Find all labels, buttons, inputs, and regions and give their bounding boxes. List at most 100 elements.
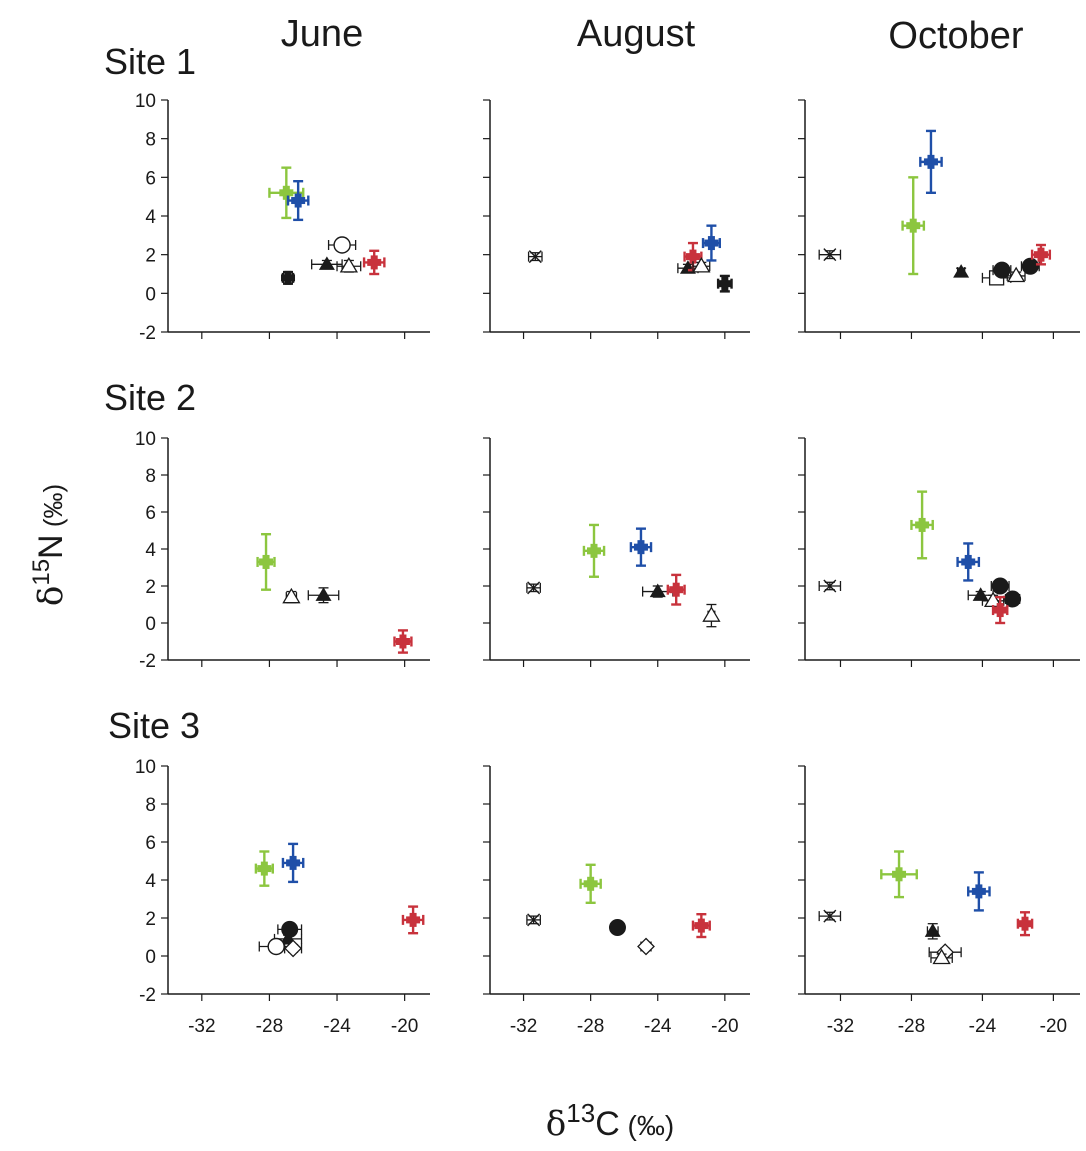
data-point-triangle_filled-black (924, 923, 941, 940)
x-tick-label: -24 (644, 1016, 672, 1037)
y-tick-label: 6 (145, 168, 156, 189)
x-tick-label: -28 (256, 1016, 283, 1037)
row-title-site-1: Site 1 (104, 41, 196, 82)
y-tick-label: 10 (135, 91, 156, 112)
data-point-plus-blue (956, 542, 981, 582)
y-tick-label: 2 (145, 909, 156, 930)
data-point-plus-red (991, 595, 1009, 625)
y-tick-label: 0 (145, 284, 156, 305)
y-tick-label: 0 (145, 614, 156, 635)
data-point-cross-black (526, 913, 541, 927)
data-point-plus-black (716, 274, 733, 293)
data-point-plus-green (582, 523, 606, 578)
panel-site-2-october (798, 437, 1080, 667)
y-tick-label: 6 (145, 503, 156, 524)
x-tick-label: -20 (1040, 1016, 1067, 1037)
data-point-circle_filled-black (1020, 257, 1040, 275)
data-point-triangle_open-black (930, 948, 953, 965)
data-point-plus-blue (967, 871, 991, 912)
y-tick-label: 4 (145, 540, 156, 561)
panel-site-1-june: -2 0 2 4 6 8 10 (135, 91, 430, 344)
data-point-diamond_open-black (283, 939, 303, 958)
data-point-plus-red (401, 905, 425, 935)
svg-text:δ13C (‰): δ13C (‰) (546, 1098, 674, 1144)
x-tick-label: -24 (323, 1016, 351, 1037)
data-point-plus-blue (919, 129, 943, 195)
data-point-plus-green (910, 490, 934, 560)
y-tick-label: -2 (139, 985, 156, 1006)
titles: June August October Site 1 Site 2 Site 3 (104, 13, 1024, 746)
data-point-plus-green (880, 850, 918, 899)
data-point-plus-red (666, 573, 686, 606)
data-point-plus-green (901, 176, 926, 276)
data-point-triangle_filled-black (307, 587, 340, 604)
y-tick-label: 4 (145, 207, 156, 228)
y-tick-label: 2 (145, 577, 156, 598)
data-point-plus-blue (701, 224, 722, 262)
column-title-june: June (281, 13, 363, 55)
x-tick-label: -32 (827, 1016, 854, 1037)
x-tick-label: -28 (898, 1016, 925, 1037)
panel-site-3-october: -32 -28 -24 -20 (798, 765, 1080, 1037)
data-point-triangle_filled-black (953, 264, 970, 278)
y-tick-label: 6 (145, 833, 156, 854)
data-point-plus-red (393, 629, 413, 654)
panel-site-2-june: -2 0 2 4 6 8 10 (135, 429, 430, 672)
panel-site-1-october (798, 99, 1080, 339)
data-point-diamond_open-black (637, 937, 655, 956)
row-title-site-3: Site 3 (108, 705, 200, 746)
data-point-plus-green (254, 850, 274, 887)
svg-text:δ15N (‰): δ15N (‰) (28, 484, 71, 606)
y-tick-label: 8 (145, 130, 156, 151)
data-point-plus-red (691, 913, 711, 939)
data-point-cross-black (818, 248, 842, 262)
data-point-cross-black (527, 250, 543, 264)
data-point-triangle_open-black (702, 603, 721, 628)
data-point-plus-blue (629, 527, 653, 567)
data-point-triangle_open-black (692, 256, 711, 273)
data-point-circle_filled-black (608, 919, 626, 936)
data-point-cross-black (818, 909, 842, 923)
data-point-plus-blue (281, 842, 305, 884)
x-tick-label: -28 (577, 1016, 604, 1037)
y-tick-label: 0 (145, 947, 156, 968)
x-axis-label: δ13C (‰) (546, 1098, 674, 1144)
data-point-circle_filled-black (992, 261, 1012, 279)
column-title-october: October (888, 15, 1024, 57)
data-point-plus-green (256, 533, 276, 591)
data-point-plus-red (1030, 243, 1052, 266)
data-point-cross-black (526, 581, 541, 595)
y-axis-label: δ15N (‰) (28, 484, 71, 606)
data-point-triangle_open-black (282, 587, 301, 604)
data-point-circle_filled-black (277, 920, 303, 938)
data-point-plus-green (579, 863, 602, 904)
x-tick-label: -20 (391, 1016, 418, 1037)
data-point-plus-blue (286, 179, 310, 222)
panel-site-2-august (483, 437, 750, 667)
x-tick-label: -32 (188, 1016, 215, 1037)
y-tick-label: 10 (135, 429, 156, 450)
y-tick-label: 8 (145, 795, 156, 816)
panel-site-3-august: -32 -28 -24 -20 (483, 765, 750, 1037)
data-point-cross-black (818, 579, 842, 593)
data-point-triangle_filled-black (967, 587, 994, 601)
data-point-circle_filled-black (990, 577, 1010, 595)
data-point-circle_filled-black (1004, 590, 1022, 608)
data-point-plus-red (362, 249, 386, 276)
data-point-circle_open-black (327, 236, 357, 254)
data-point-plus-black (281, 270, 296, 285)
x-tick-label: -32 (510, 1016, 537, 1037)
data-point-plus-red (1016, 911, 1034, 937)
y-tick-label: 4 (145, 871, 156, 892)
y-tick-label: -2 (139, 651, 156, 672)
x-tick-label: -20 (711, 1016, 738, 1037)
y-tick-label: 8 (145, 466, 156, 487)
x-tick-label: -24 (969, 1016, 997, 1037)
row-title-site-2: Site 2 (104, 377, 196, 418)
y-tick-label: 2 (145, 246, 156, 267)
data-point-triangle_open-black (336, 256, 362, 273)
panel-site-1-august (483, 99, 750, 339)
